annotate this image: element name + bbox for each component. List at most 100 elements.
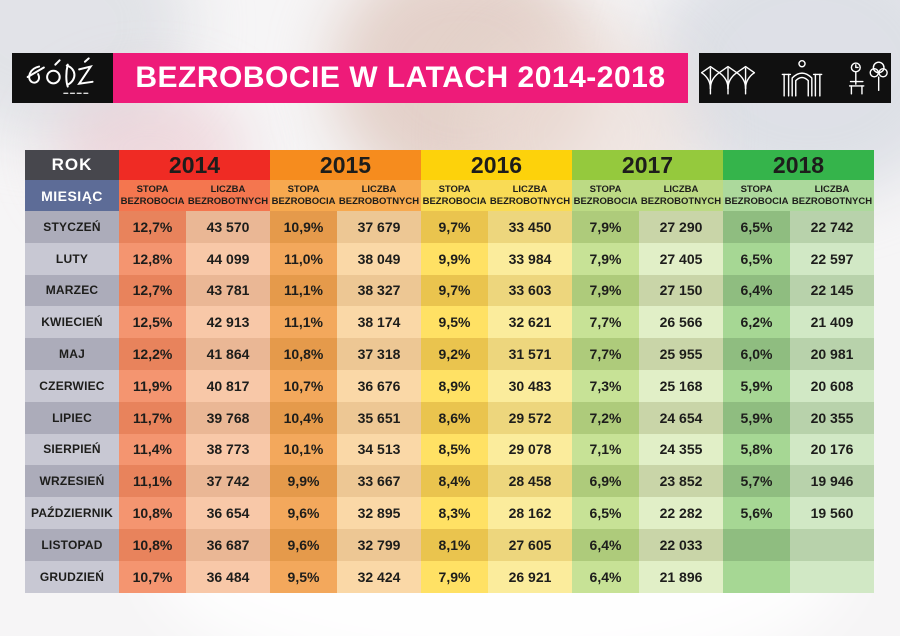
- month-cell: LUTY: [25, 242, 119, 275]
- count-cell-2017: 23 852: [639, 465, 723, 498]
- count-cell-2016: 27 605: [488, 528, 572, 561]
- count-cell-2018: 20 608: [790, 369, 874, 402]
- rate-cell-2014: 11,9%: [119, 369, 186, 402]
- subheader-stopa-2016: STOPA BEZROBOCIA: [421, 180, 488, 211]
- rate-cell-2016: 8,5%: [421, 433, 488, 466]
- month-cell: CZERWIEC: [25, 369, 119, 402]
- count-cell-2018: 21 409: [790, 306, 874, 339]
- lodz-logo: [12, 53, 113, 103]
- month-cell: SIERPIEŃ: [25, 433, 119, 466]
- count-cell-2018: 22 597: [790, 242, 874, 275]
- rate-cell-2016: 9,5%: [421, 306, 488, 339]
- month-cell: MARZEC: [25, 274, 119, 307]
- count-cell-2015: 32 799: [337, 528, 421, 561]
- month-cell: PAŹDZIERNIK: [25, 497, 119, 529]
- count-cell-2017: 24 654: [639, 401, 723, 434]
- rate-cell-2016: 8,1%: [421, 528, 488, 561]
- count-cell-2014: 36 654: [186, 497, 270, 529]
- subheader-liczba-2014: LICZBA BEZROBOTNYCH: [186, 180, 270, 211]
- count-cell-2016: 33 450: [488, 211, 572, 243]
- rate-cell-2018: 5,9%: [723, 401, 790, 434]
- month-cell: LIPIEC: [25, 401, 119, 434]
- rate-cell-2015: 11,1%: [270, 274, 337, 307]
- count-cell-2016: 31 571: [488, 338, 572, 370]
- rate-cell-2015: 9,6%: [270, 497, 337, 529]
- rate-cell-2015: 10,8%: [270, 338, 337, 370]
- rok-header: ROK: [25, 150, 119, 180]
- count-cell-2018: [790, 560, 874, 593]
- count-cell-2018: 20 355: [790, 401, 874, 434]
- rate-cell-2015: 11,1%: [270, 306, 337, 339]
- count-cell-2016: 30 483: [488, 369, 572, 402]
- rate-cell-2015: 9,5%: [270, 560, 337, 593]
- month-cell: MAJ: [25, 338, 119, 370]
- rate-cell-2014: 12,7%: [119, 274, 186, 307]
- count-cell-2017: 24 355: [639, 433, 723, 466]
- rate-cell-2016: 7,9%: [421, 560, 488, 593]
- landmark-icons-box: [699, 53, 891, 103]
- rate-cell-2014: 12,2%: [119, 338, 186, 370]
- count-cell-2015: 33 667: [337, 465, 421, 498]
- count-cell-2015: 38 327: [337, 274, 421, 307]
- count-cell-2014: 38 773: [186, 433, 270, 466]
- subheader-stopa-2014: STOPA BEZROBOCIA: [119, 180, 186, 211]
- rate-cell-2017: 7,7%: [572, 306, 639, 339]
- rate-cell-2016: 8,9%: [421, 369, 488, 402]
- rate-cell-2018: [723, 528, 790, 561]
- rate-cell-2014: 12,8%: [119, 242, 186, 275]
- count-cell-2016: 28 458: [488, 465, 572, 498]
- title-bar: BEZROBOCIE W LATACH 2014-2018: [112, 53, 689, 103]
- rate-cell-2015: 9,6%: [270, 528, 337, 561]
- spacer: [688, 53, 699, 103]
- count-cell-2018: 19 946: [790, 465, 874, 498]
- subheader-liczba-2015: LICZBA BEZROBOTNYCH: [337, 180, 421, 211]
- rate-cell-2014: 11,7%: [119, 401, 186, 434]
- count-cell-2014: 36 484: [186, 560, 270, 593]
- year-header-2015: 2015: [270, 150, 421, 180]
- rate-cell-2018: 5,9%: [723, 369, 790, 402]
- count-cell-2014: 44 099: [186, 242, 270, 275]
- rate-cell-2017: 6,9%: [572, 465, 639, 498]
- rate-cell-2018: 5,6%: [723, 497, 790, 529]
- rate-cell-2018: [723, 560, 790, 593]
- count-cell-2017: 22 033: [639, 528, 723, 561]
- count-cell-2015: 34 513: [337, 433, 421, 466]
- count-cell-2016: 33 603: [488, 274, 572, 307]
- rate-cell-2017: 7,3%: [572, 369, 639, 402]
- count-cell-2018: [790, 528, 874, 561]
- miesiac-header: MIESIĄC: [25, 180, 119, 211]
- unicorn-stable-icon: [700, 65, 756, 95]
- rate-cell-2014: 10,8%: [119, 528, 186, 561]
- count-cell-2016: 29 572: [488, 401, 572, 434]
- rate-cell-2016: 9,2%: [421, 338, 488, 370]
- count-cell-2018: 20 176: [790, 433, 874, 466]
- count-cell-2014: 36 687: [186, 528, 270, 561]
- rate-cell-2016: 9,7%: [421, 274, 488, 307]
- month-cell: LISTOPAD: [25, 528, 119, 561]
- rate-cell-2018: 6,5%: [723, 242, 790, 275]
- rate-cell-2015: 10,4%: [270, 401, 337, 434]
- count-cell-2015: 35 651: [337, 401, 421, 434]
- subheader-liczba-2017: LICZBA BEZROBOTNYCH: [639, 180, 723, 211]
- count-cell-2014: 43 781: [186, 274, 270, 307]
- month-cell: GRUDZIEŃ: [25, 560, 119, 593]
- month-cell: STYCZEŃ: [25, 211, 119, 243]
- rate-cell-2017: 7,9%: [572, 211, 639, 243]
- rate-cell-2017: 7,7%: [572, 338, 639, 370]
- month-cell: KWIECIEŃ: [25, 306, 119, 339]
- year-header-2014: 2014: [119, 150, 270, 180]
- count-cell-2016: 26 921: [488, 560, 572, 593]
- rate-cell-2017: 6,4%: [572, 560, 639, 593]
- park-icon: [848, 61, 888, 95]
- count-cell-2017: 27 405: [639, 242, 723, 275]
- year-header-2016: 2016: [421, 150, 572, 180]
- rate-cell-2018: 5,7%: [723, 465, 790, 498]
- subheader-liczba-2018: LICZBA BEZROBOTNYCH: [790, 180, 874, 211]
- count-cell-2016: 28 162: [488, 497, 572, 529]
- count-cell-2018: 19 560: [790, 497, 874, 529]
- count-cell-2017: 25 955: [639, 338, 723, 370]
- subheader-stopa-2018: STOPA BEZROBOCIA: [723, 180, 790, 211]
- rate-cell-2015: 10,1%: [270, 433, 337, 466]
- rate-cell-2016: 8,4%: [421, 465, 488, 498]
- rate-cell-2017: 7,2%: [572, 401, 639, 434]
